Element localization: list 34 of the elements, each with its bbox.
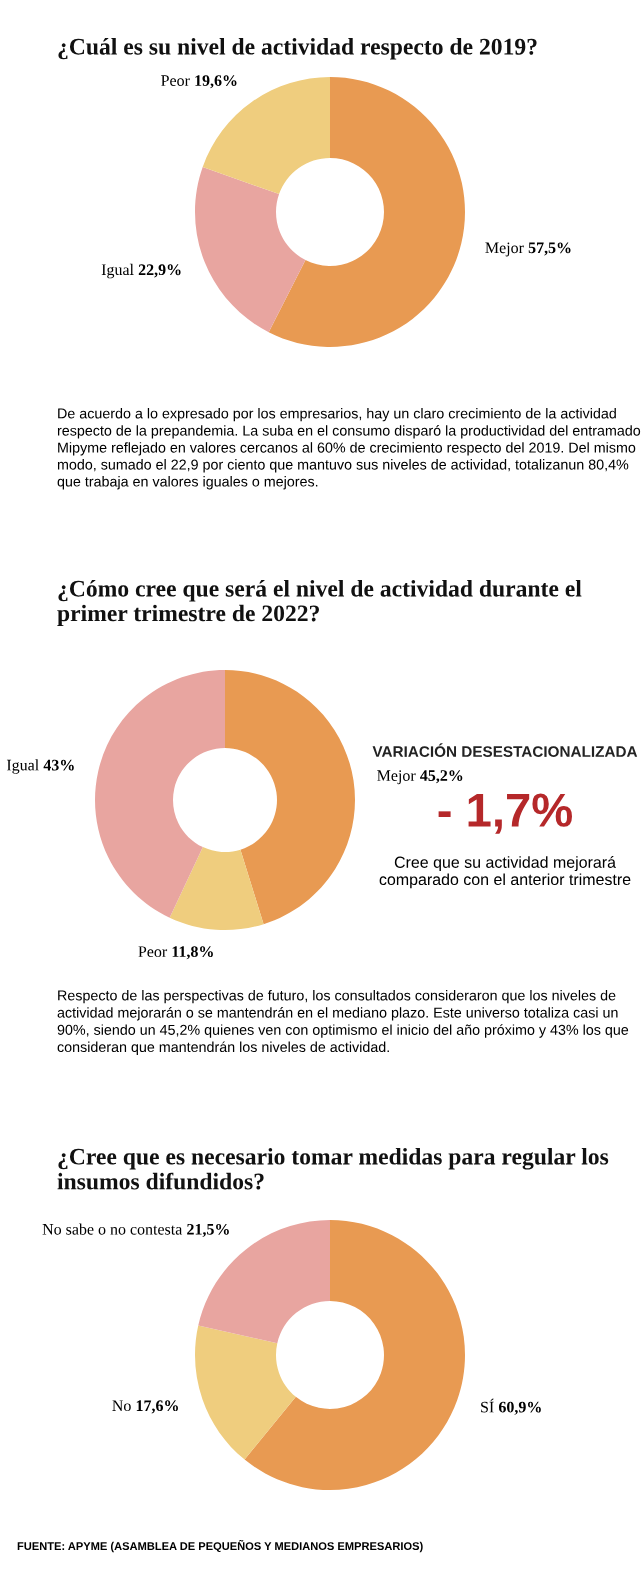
text: De acuerdo a lo expresado por los empresarios, hay un claro crecimiento de la actividad respecto de la prepandemia. La suba en el consumo disparó la productividad del entramado Mipyme reflejado en valores cercanos al 60% de crecimiento respecto del 2019. Del mismo modo, sumado el 22,9 por ciento que mantuvo sus niveles de actividad, totalizanun 80,4% que trabaja en valores iguales o mejores. bbox=[57, 408, 641, 490]
slice-label: Mejor bbox=[377, 770, 416, 785]
donut-slice bbox=[195, 1325, 296, 1460]
data-label: 57,5% bbox=[528, 242, 571, 256]
slice-label: SÍ bbox=[481, 1398, 494, 1413]
donut-slice bbox=[225, 670, 355, 925]
donut-slice bbox=[169, 847, 264, 930]
text: - 1,7% bbox=[438, 793, 572, 834]
slice-label: Igual bbox=[6, 759, 39, 774]
text: Respecto de las perspectivas de futuro, los consultados consideraron que los niveles de actividad mejorarán o se mantendrán en el mediano plazo. Este universo totaliza casi un 90%, siendo un 45,2% quienes ven con optimismo el inicio del año próximo y 43% los que consideran que mantendrán los niveles de actividad. bbox=[57, 990, 629, 1055]
slice-label: Igual bbox=[101, 263, 134, 279]
slice-label: Mejor bbox=[485, 242, 524, 257]
text: Cree que su actividad mejorará comparado con el anterior trimestre bbox=[379, 856, 631, 889]
slice-label: Peor bbox=[138, 946, 168, 958]
slice-label: No bbox=[112, 1400, 131, 1412]
data-label: 17,6% bbox=[136, 1400, 178, 1414]
data-label: 22,9% bbox=[138, 264, 181, 278]
slice-label: No sabe o no contesta bbox=[42, 1223, 183, 1235]
source-note: FUENTE: APYME (ASAMBLEA DE PEQUEÑOS Y MEDIANOS EMPRESARIOS) bbox=[17, 1540, 423, 1553]
slice-label: Peor bbox=[161, 75, 190, 86]
chart-title: ¿Cómo cree que será el nivel de actividad durante el primer trimestre de 2022? bbox=[57, 580, 582, 627]
chart-title: ¿Cree que es necesario tomar medidas para regular los insumos difundidos? bbox=[57, 1148, 609, 1190]
donut-slice bbox=[95, 670, 225, 918]
data-label: 45,2% bbox=[420, 770, 463, 784]
chart-title: ¿Cuál es su nivel de actividad respecto de 2019? bbox=[58, 38, 537, 60]
data-label: 19,6% bbox=[195, 75, 237, 89]
data-label: 60,9% bbox=[498, 1401, 541, 1415]
data-label: 11,8% bbox=[172, 946, 213, 960]
donut-slice bbox=[195, 167, 306, 333]
data-label: 43% bbox=[43, 759, 74, 771]
donut-slice bbox=[268, 77, 465, 347]
data-label: 21,5% bbox=[187, 1223, 229, 1237]
text: VARIACIÓN DESESTACIONALIZADA bbox=[372, 743, 638, 758]
donut-slice bbox=[244, 1220, 465, 1490]
